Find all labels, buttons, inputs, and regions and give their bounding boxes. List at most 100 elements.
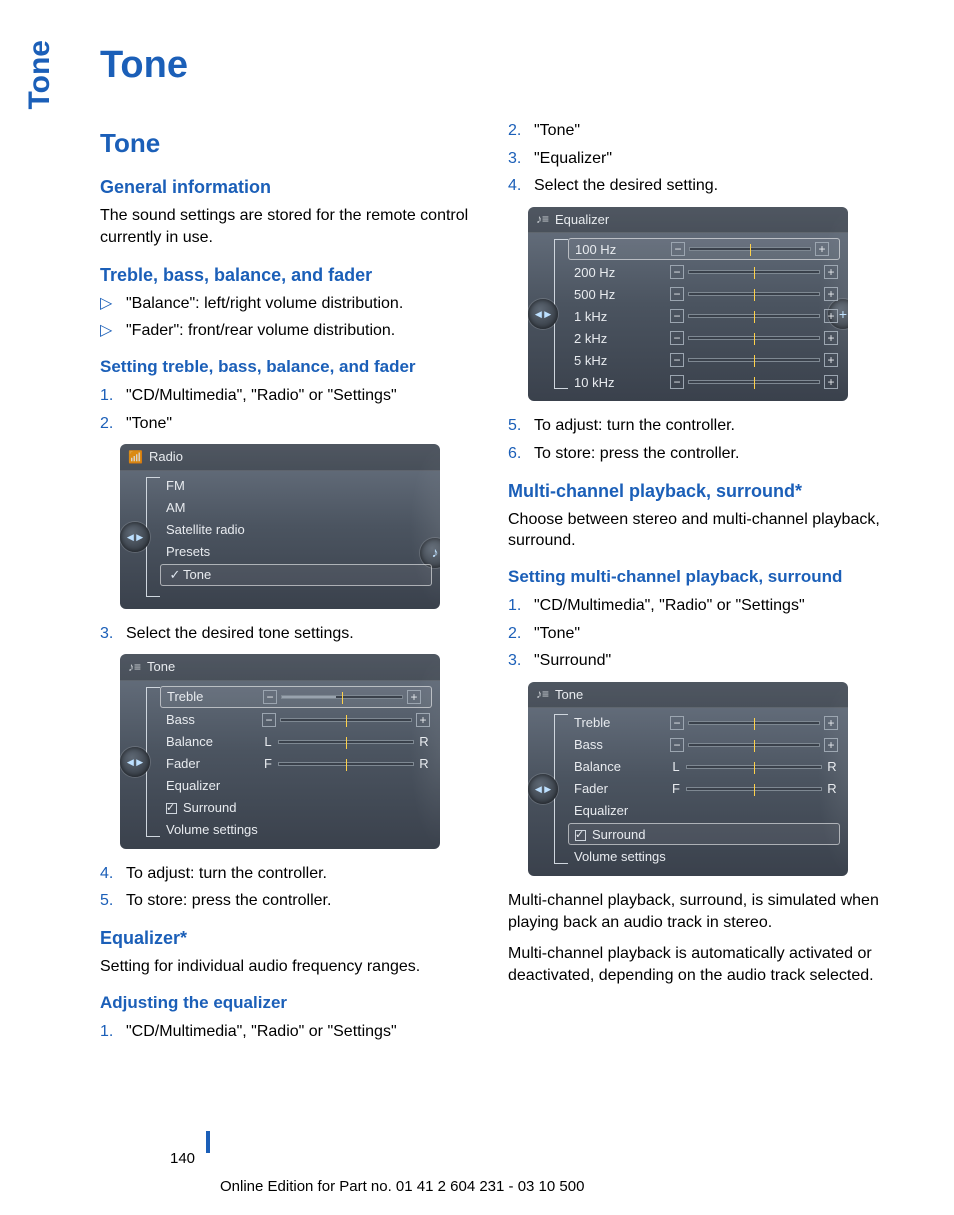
screenshot-tone: ♪≡Tone ◀ ▶ Treble −+ Bass −+ Balance LR … bbox=[120, 654, 440, 849]
step-text: "Surround" bbox=[534, 650, 611, 672]
left-column: Tone General information The sound setti… bbox=[100, 120, 472, 1052]
menu-row-surround: Surround bbox=[120, 797, 440, 819]
triangle-bullet: ▷ bbox=[100, 320, 126, 342]
plus-icon: + bbox=[824, 375, 838, 389]
eq-row-1khz: 1 kHz −+ bbox=[528, 305, 848, 327]
minus-icon: − bbox=[263, 690, 277, 704]
list-item: "Fader": front/rear volume distribution. bbox=[126, 320, 395, 342]
step-number: 1. bbox=[100, 1021, 126, 1043]
eq-row-200hz: 200 Hz −+ bbox=[528, 261, 848, 283]
minus-icon: − bbox=[670, 265, 684, 279]
rear-label: R bbox=[826, 780, 838, 798]
general-info-body: The sound settings are stored for the re… bbox=[100, 205, 472, 248]
adj-eq-step1: 1."CD/Multimedia", "Radio" or "Settings" bbox=[100, 1021, 472, 1043]
screenshot-title: Equalizer bbox=[555, 211, 609, 229]
slider-row-balance: Balance LR bbox=[120, 731, 440, 753]
step-number: 5. bbox=[508, 415, 534, 437]
step-text: "Tone" bbox=[126, 413, 172, 435]
heading-setting-multi: Setting multi-channel playback, surround bbox=[508, 566, 880, 589]
menu-row-fm: FM bbox=[120, 475, 440, 497]
slider-row-balance: Balance LR bbox=[528, 756, 848, 778]
footer-accent-bar bbox=[206, 1131, 210, 1153]
screenshot-tone-surround: ♪≡Tone ◀ ▶ Treble −+ Bass −+ Balance LR … bbox=[528, 682, 848, 877]
right-label: R bbox=[826, 758, 838, 776]
menu-row-am: AM bbox=[120, 497, 440, 519]
right-label: R bbox=[418, 733, 430, 751]
menu-row-equalizer: Equalizer bbox=[120, 775, 440, 797]
step-text: To adjust: turn the controller. bbox=[534, 415, 735, 437]
screenshot-title: Radio bbox=[149, 448, 183, 466]
menu-row-satellite: Satellite radio bbox=[120, 519, 440, 541]
minus-icon: − bbox=[670, 738, 684, 752]
minus-icon: − bbox=[262, 713, 276, 727]
step-text: "CD/Multimedia", "Radio" or "Settings" bbox=[126, 385, 397, 407]
right-column: 2."Tone" 3."Equalizer" 4.Select the desi… bbox=[508, 120, 880, 1052]
setting-tbbf-steps-b: 4.To adjust: turn the controller. 5.To s… bbox=[100, 863, 472, 912]
eq-row-2khz: 2 kHz −+ bbox=[528, 327, 848, 349]
menu-row-surround: Surround bbox=[568, 823, 840, 845]
left-label: L bbox=[262, 733, 274, 751]
plus-icon: + bbox=[824, 309, 838, 323]
step-text: To adjust: turn the controller. bbox=[126, 863, 327, 885]
step-text: "Equalizer" bbox=[534, 148, 612, 170]
plus-icon: + bbox=[407, 690, 421, 704]
rear-label: R bbox=[418, 755, 430, 773]
step-text: "CD/Multimedia", "Radio" or "Settings" bbox=[534, 595, 805, 617]
plus-icon: + bbox=[824, 738, 838, 752]
slider-row-fader: Fader FR bbox=[528, 778, 848, 800]
checkmark-icon: ✓ bbox=[167, 566, 183, 584]
screenshot-radio: 📶Radio ◀ ▶ ♪ FM AM Satellite radio Prese… bbox=[120, 444, 440, 609]
step-text: Select the desired setting. bbox=[534, 175, 718, 197]
step-text: Select the desired tone settings. bbox=[126, 623, 354, 645]
multi-channel-body: Choose between stereo and multi-channel … bbox=[508, 509, 880, 552]
plus-icon: + bbox=[824, 287, 838, 301]
slider-row-bass: Bass −+ bbox=[528, 734, 848, 756]
step-number: 6. bbox=[508, 443, 534, 465]
list-item: "Balance": left/right volume distributio… bbox=[126, 293, 403, 315]
antenna-icon: 📶 bbox=[128, 449, 143, 465]
heading-tbbf: Treble, bass, balance, and fader bbox=[100, 263, 472, 287]
plus-icon: + bbox=[824, 353, 838, 367]
step-number: 2. bbox=[508, 623, 534, 645]
heading-multi-channel: Multi-channel playback, surround* bbox=[508, 479, 880, 503]
minus-icon: − bbox=[670, 309, 684, 323]
step-number: 4. bbox=[100, 863, 126, 885]
screenshot-title: Tone bbox=[147, 658, 175, 676]
minus-icon: − bbox=[670, 353, 684, 367]
step-number: 3. bbox=[508, 148, 534, 170]
step-text: To store: press the controller. bbox=[126, 890, 331, 912]
checkbox-icon bbox=[166, 803, 177, 814]
adj-eq-steps-end: 5.To adjust: turn the controller. 6.To s… bbox=[508, 415, 880, 464]
plus-icon: + bbox=[824, 331, 838, 345]
menu-row-tone: ✓Tone bbox=[160, 564, 432, 586]
eq-row-100hz: 100 Hz −+ bbox=[568, 238, 840, 260]
step-text: "Tone" bbox=[534, 120, 580, 142]
equalizer-body: Setting for individual audio frequency r… bbox=[100, 956, 472, 978]
step-number: 5. bbox=[100, 890, 126, 912]
step-number: 3. bbox=[508, 650, 534, 672]
multi-p1: Multi-channel playback, surround, is sim… bbox=[508, 890, 880, 933]
step-text: "CD/Multimedia", "Radio" or "Settings" bbox=[126, 1021, 397, 1043]
minus-icon: − bbox=[670, 331, 684, 345]
checkbox-icon bbox=[575, 830, 586, 841]
triangle-bullet: ▷ bbox=[100, 293, 126, 315]
left-label: L bbox=[670, 758, 682, 776]
step-text: To store: press the controller. bbox=[534, 443, 739, 465]
slider-row-fader: Fader FR bbox=[120, 753, 440, 775]
eq-row-500hz: 500 Hz −+ bbox=[528, 283, 848, 305]
setting-tbbf-steps-a: 1."CD/Multimedia", "Radio" or "Settings"… bbox=[100, 385, 472, 434]
step-number: 1. bbox=[508, 595, 534, 617]
slider-row-treble: Treble −+ bbox=[528, 712, 848, 734]
tone-icon: ♪≡ bbox=[128, 659, 141, 675]
adj-eq-cont-steps: 2."Tone" 3."Equalizer" 4.Select the desi… bbox=[508, 120, 880, 197]
minus-icon: − bbox=[670, 375, 684, 389]
eq-row-10khz: 10 kHz −+ bbox=[528, 371, 848, 393]
menu-row-volume-settings: Volume settings bbox=[528, 846, 848, 868]
equalizer-icon: ♪≡ bbox=[536, 211, 549, 227]
heading-adjusting-equalizer: Adjusting the equalizer bbox=[100, 992, 472, 1015]
plus-icon: + bbox=[824, 265, 838, 279]
step-number: 1. bbox=[100, 385, 126, 407]
setting-multi-steps: 1."CD/Multimedia", "Radio" or "Settings"… bbox=[508, 595, 880, 672]
screenshot-title: Tone bbox=[555, 686, 583, 704]
step-number: 3. bbox=[100, 623, 126, 645]
